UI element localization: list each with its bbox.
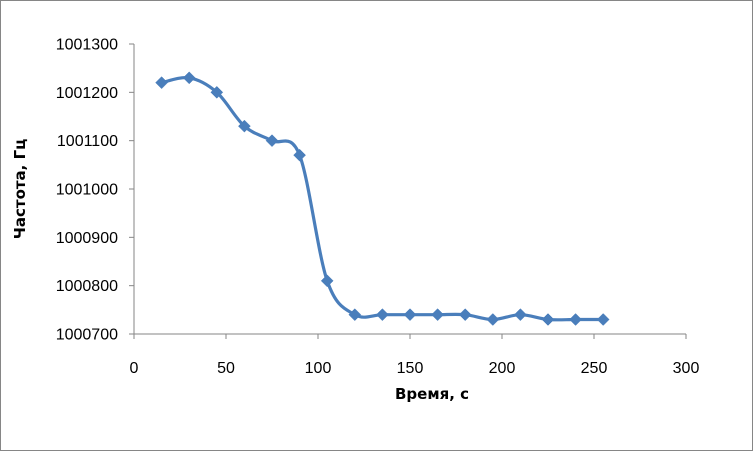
data-point-marker [265,134,279,148]
data-point-marker [431,308,444,322]
x-axis-ticks: 0 50 100 150 200 250 300 [130,334,700,377]
x-tick-label: 200 [489,360,516,377]
x-axis-title: Время, с [395,385,469,403]
y-axis-title: Частота, Гц [11,139,29,240]
x-tick-label: 250 [581,360,608,377]
series-line [160,75,605,322]
data-point-marker [458,308,472,322]
y-tick-label: 1001000 [56,182,118,199]
data-point-marker [376,308,389,322]
data-point-marker [569,313,582,326]
data-point-marker [293,148,306,162]
y-tick-label: 1000700 [56,327,118,344]
y-tick-label: 1001300 [56,37,118,54]
y-axis-ticks: 1000700 1000800 1000900 1001000 1001100 10012… [56,37,134,344]
data-point-marker [182,71,196,85]
data-point-marker [486,313,500,326]
y-tick-label: 1000800 [56,278,118,295]
data-point-marker [403,308,417,322]
data-point-marker [541,313,555,326]
data-point-marker [348,308,362,322]
data-point-marker [596,313,610,326]
x-tick-label: 150 [397,360,424,377]
data-point-marker [514,308,527,322]
data-point-marker [210,85,224,99]
x-tick-label: 0 [130,360,139,377]
x-tick-label: 100 [305,360,332,377]
data-point-marker [238,119,251,133]
x-tick-label: 50 [217,360,235,377]
series-group [155,71,610,326]
data-point-marker [155,76,168,90]
data-point-marker [320,274,334,288]
x-tick-label: 300 [673,360,700,377]
y-tick-label: 1001200 [56,85,118,102]
y-tick-label: 1000900 [56,230,118,247]
y-tick-label: 1001100 [57,133,118,150]
